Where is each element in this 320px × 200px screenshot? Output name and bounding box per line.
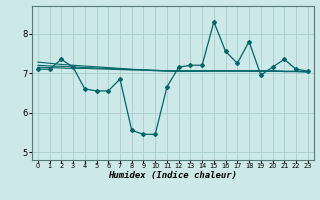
- X-axis label: Humidex (Indice chaleur): Humidex (Indice chaleur): [108, 171, 237, 180]
